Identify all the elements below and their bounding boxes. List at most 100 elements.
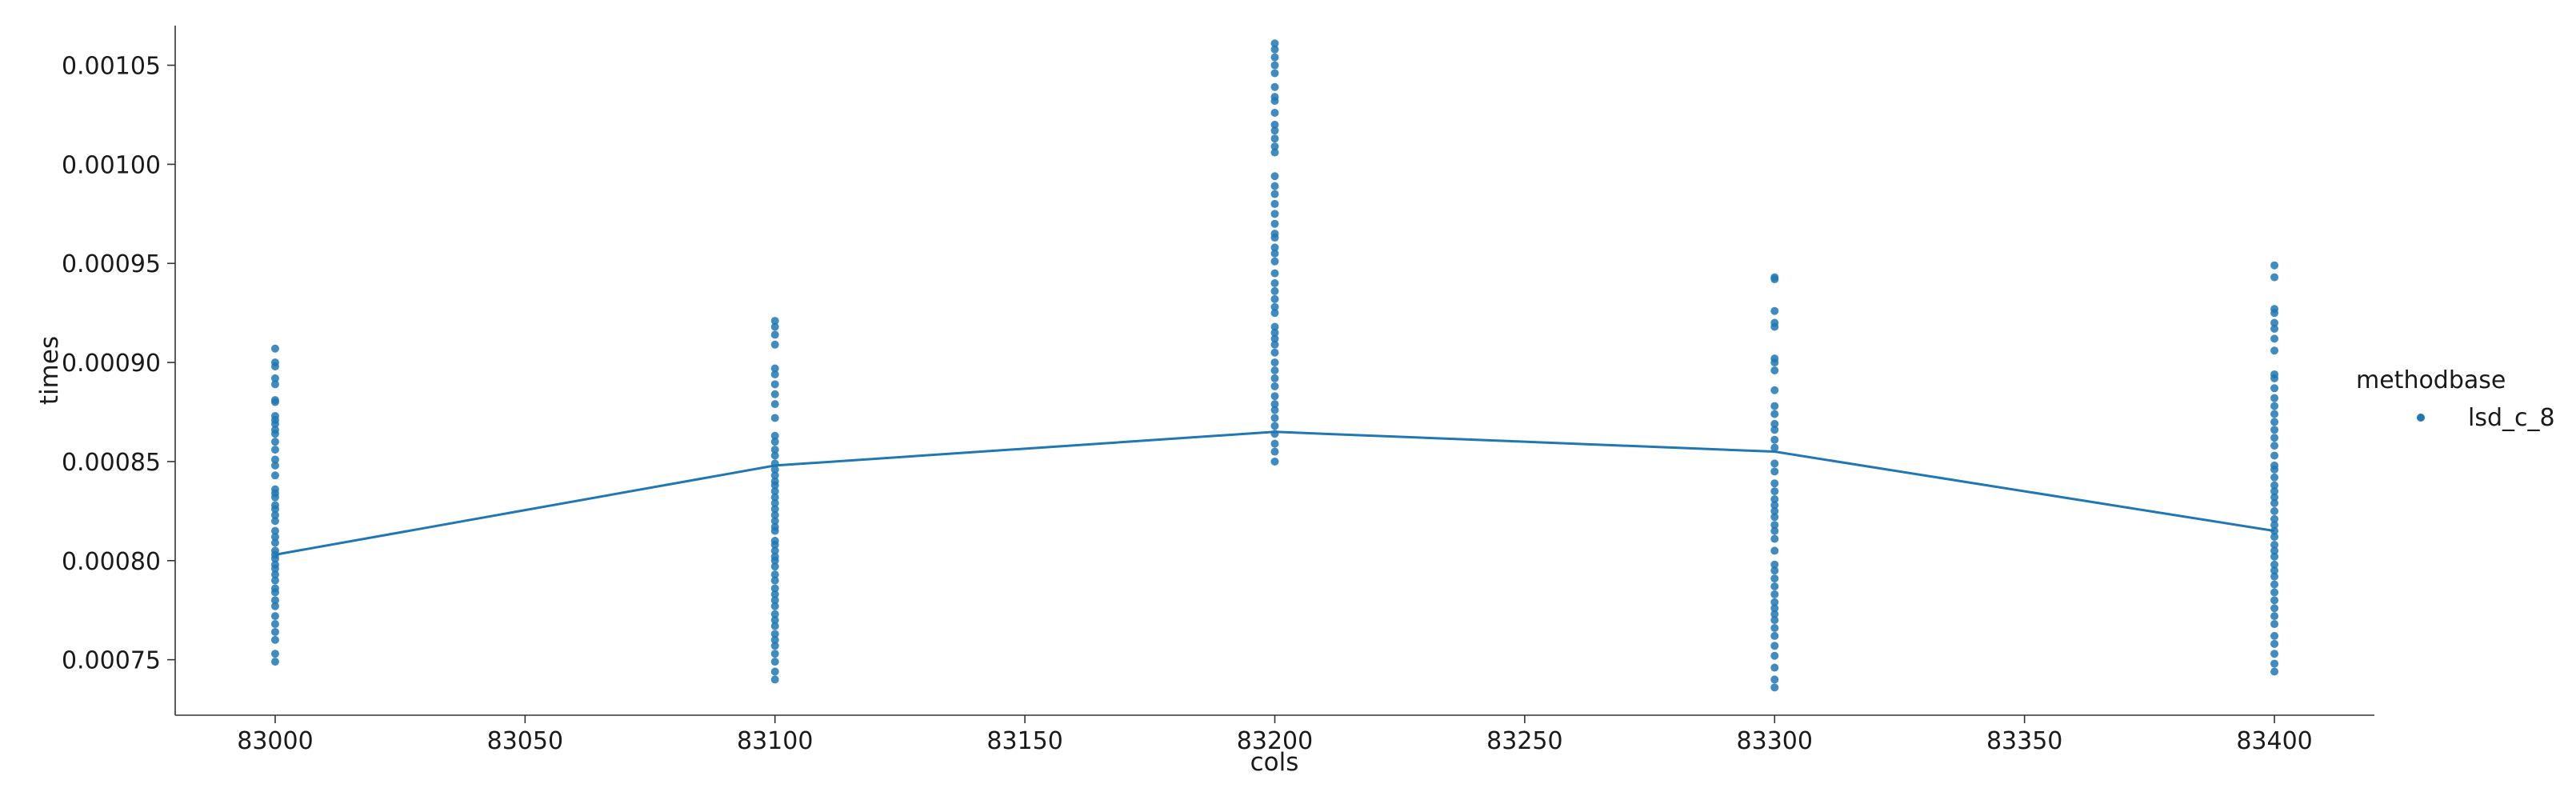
data-point xyxy=(2270,402,2279,410)
data-point xyxy=(270,596,279,605)
y-ticks: 0.00075 0.00080 0.00085 0.00090 0.00095 0.001… xyxy=(62,53,175,675)
legend-label-lsd-c-8: lsd_c_8 xyxy=(2468,404,2555,432)
data-point xyxy=(770,650,779,658)
data-point xyxy=(1270,199,1279,208)
data-point xyxy=(770,675,779,684)
data-point xyxy=(1270,234,1279,242)
data-point xyxy=(1270,322,1279,331)
data-point xyxy=(1270,366,1279,374)
data-point xyxy=(270,658,279,666)
data-point xyxy=(1770,566,1779,575)
data-point xyxy=(1270,182,1279,190)
data-point xyxy=(2270,620,2279,629)
data-point xyxy=(770,487,779,496)
data-point xyxy=(770,498,779,507)
data-point xyxy=(1770,642,1779,650)
data-point xyxy=(1770,582,1779,590)
data-point xyxy=(270,517,279,526)
data-point xyxy=(1770,306,1779,315)
data-point xyxy=(2270,451,2279,460)
data-point xyxy=(770,438,779,446)
data-point xyxy=(770,570,779,579)
data-point xyxy=(770,414,779,422)
data-point xyxy=(270,374,279,382)
data-point xyxy=(2270,580,2279,589)
data-point xyxy=(270,344,279,353)
data-point xyxy=(1770,683,1779,692)
data-point xyxy=(2270,514,2279,523)
data-point xyxy=(1770,610,1779,618)
y-tick-label: 0.00075 xyxy=(62,647,161,675)
x-tick-label: 83400 xyxy=(2236,727,2312,755)
y-tick-label: 0.00080 xyxy=(62,548,161,576)
data-point xyxy=(2270,659,2279,668)
data-point xyxy=(770,364,779,373)
data-point xyxy=(2270,526,2279,535)
data-point xyxy=(2270,560,2279,569)
data-point xyxy=(770,517,779,526)
data-point xyxy=(2270,596,2279,605)
x-tick-label: 83100 xyxy=(737,727,813,755)
data-point xyxy=(1270,243,1279,252)
data-point xyxy=(1270,392,1279,401)
data-point xyxy=(1770,501,1779,510)
data-point xyxy=(2270,465,2279,474)
data-point xyxy=(770,322,779,331)
data-point xyxy=(270,570,279,579)
data-point xyxy=(1270,172,1279,181)
data-point xyxy=(1270,210,1279,218)
data-point xyxy=(770,465,779,474)
data-point xyxy=(1270,406,1279,414)
data-point xyxy=(1770,631,1779,640)
data-point xyxy=(2270,650,2279,658)
data-point xyxy=(270,650,279,658)
data-point xyxy=(770,493,779,502)
data-point xyxy=(2270,521,2279,530)
legend-title: methodbase xyxy=(2356,366,2506,394)
data-point xyxy=(2270,261,2279,270)
data-point xyxy=(1270,120,1279,129)
data-point xyxy=(2270,604,2279,613)
x-tick-label: 83250 xyxy=(1486,727,1562,755)
legend-marker-lsd-c-8 xyxy=(2417,414,2425,422)
data-point xyxy=(1270,422,1279,430)
data-point xyxy=(2270,318,2279,327)
data-point xyxy=(270,419,279,428)
data-point xyxy=(1270,447,1279,456)
data-point xyxy=(1270,269,1279,278)
data-point xyxy=(770,630,779,638)
data-point xyxy=(1270,430,1279,438)
data-point xyxy=(1270,39,1279,48)
data-point xyxy=(1270,286,1279,295)
data-point xyxy=(1270,190,1279,198)
data-point xyxy=(770,526,779,535)
data-point xyxy=(770,370,779,378)
data-point xyxy=(1770,443,1779,452)
data-point xyxy=(770,590,779,598)
data-point xyxy=(270,538,279,547)
data-point xyxy=(2270,410,2279,418)
data-point xyxy=(270,380,279,389)
data-point xyxy=(1770,495,1779,504)
data-point xyxy=(1270,334,1279,343)
data-point xyxy=(2270,273,2279,282)
data-point xyxy=(1770,386,1779,394)
data-point xyxy=(1270,82,1279,91)
data-point xyxy=(2270,612,2279,621)
data-point xyxy=(1270,309,1279,318)
data-point xyxy=(2270,639,2279,648)
data-point xyxy=(1770,526,1779,535)
data-point xyxy=(2270,324,2279,333)
data-point xyxy=(1270,219,1279,228)
data-point xyxy=(270,505,279,514)
data-point xyxy=(270,564,279,573)
data-point xyxy=(1770,358,1779,367)
data-point xyxy=(2270,309,2279,318)
data-point xyxy=(1770,598,1779,606)
data-point xyxy=(770,616,779,625)
data-point xyxy=(270,510,279,519)
data-point xyxy=(2270,667,2279,676)
data-point xyxy=(1270,439,1279,448)
data-point xyxy=(270,576,279,585)
data-point xyxy=(1770,410,1779,418)
